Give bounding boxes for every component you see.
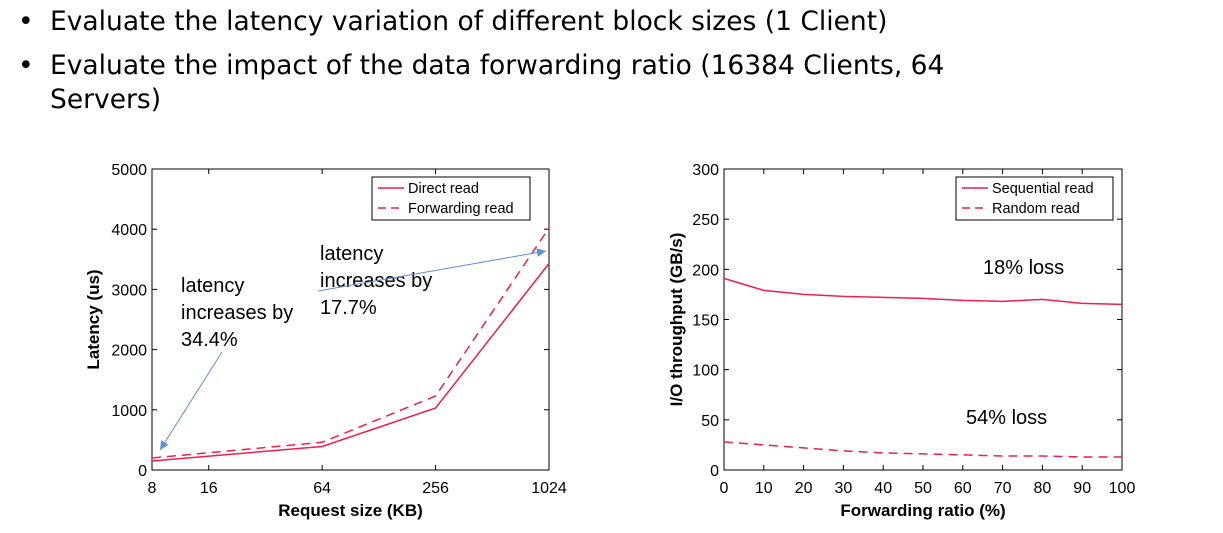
x-axis-label: Request size (KB) bbox=[278, 501, 423, 520]
legend-label: Direct read bbox=[408, 181, 479, 197]
y-tick-label: 50 bbox=[701, 413, 719, 430]
x-tick-label: 80 bbox=[1034, 480, 1052, 497]
series-line bbox=[151, 227, 550, 459]
x-tick-label: 50 bbox=[914, 480, 932, 497]
x-axis-label: Forwarding ratio (%) bbox=[840, 501, 1005, 520]
x-tick-label: 100 bbox=[1109, 480, 1136, 497]
x-tick-label: 60 bbox=[954, 480, 972, 497]
y-tick-label: 4000 bbox=[111, 222, 147, 239]
annotation-text: 34.4% bbox=[181, 329, 238, 351]
x-tick-label: 70 bbox=[994, 480, 1012, 497]
y-axis-label: Latency (us) bbox=[84, 269, 103, 369]
legend-label: Forwarding read bbox=[408, 201, 514, 217]
annotation-text: latency bbox=[320, 243, 383, 265]
bullet-dot: • bbox=[18, 6, 34, 37]
annotation-text: 17.7% bbox=[320, 297, 377, 319]
bullet-text: Evaluate the latency variation of differ… bbox=[50, 6, 888, 37]
legend-box bbox=[371, 176, 531, 221]
y-tick-label: 100 bbox=[692, 363, 719, 380]
x-tick-label: 256 bbox=[422, 480, 449, 497]
y-axis-label: I/O throughput (GB/s) bbox=[667, 233, 686, 407]
plot-frame bbox=[151, 168, 550, 471]
x-tick-label: 0 bbox=[720, 480, 729, 497]
x-tick-label: 40 bbox=[874, 480, 892, 497]
series-line bbox=[151, 263, 550, 462]
series-line bbox=[723, 277, 1123, 306]
y-tick-label: 200 bbox=[692, 262, 719, 279]
annotation-arrow bbox=[317, 250, 547, 292]
x-tick-label: 20 bbox=[795, 480, 813, 497]
x-tick-label: 10 bbox=[755, 480, 773, 497]
x-tick-label: 64 bbox=[313, 480, 331, 497]
y-tick-label: 3000 bbox=[111, 282, 147, 299]
bullet-text: Evaluate the impact of the data forwardi… bbox=[50, 50, 945, 115]
x-tick-label: 8 bbox=[148, 480, 157, 497]
y-tick-label: 1000 bbox=[111, 403, 147, 420]
y-tick-label: 300 bbox=[692, 162, 719, 179]
legend-box bbox=[955, 176, 1114, 221]
bullet-dot: • bbox=[18, 50, 34, 81]
y-tick-label: 250 bbox=[692, 212, 719, 229]
annotation-text: increases by bbox=[181, 302, 293, 324]
y-tick-label: 2000 bbox=[111, 343, 147, 360]
x-tick-label: 1024 bbox=[531, 480, 567, 497]
y-tick-label: 5000 bbox=[111, 162, 147, 179]
x-tick-label: 16 bbox=[200, 480, 218, 497]
y-tick-label: 0 bbox=[138, 463, 147, 480]
legend-label: Random read bbox=[992, 201, 1080, 217]
series-line bbox=[723, 441, 1122, 458]
y-tick-label: 150 bbox=[692, 313, 719, 330]
annotation-text: 54% loss bbox=[966, 407, 1047, 429]
annotation-text: 18% loss bbox=[983, 257, 1064, 279]
y-tick-label: 0 bbox=[710, 463, 719, 480]
x-tick-label: 90 bbox=[1073, 480, 1091, 497]
legend-label: Sequential read bbox=[992, 181, 1094, 197]
annotation-arrowhead bbox=[536, 248, 546, 257]
annotation-arrowhead bbox=[160, 440, 169, 450]
annotation-text: latency bbox=[181, 275, 244, 297]
x-tick-label: 30 bbox=[835, 480, 853, 497]
annotation-arrow bbox=[159, 351, 223, 451]
